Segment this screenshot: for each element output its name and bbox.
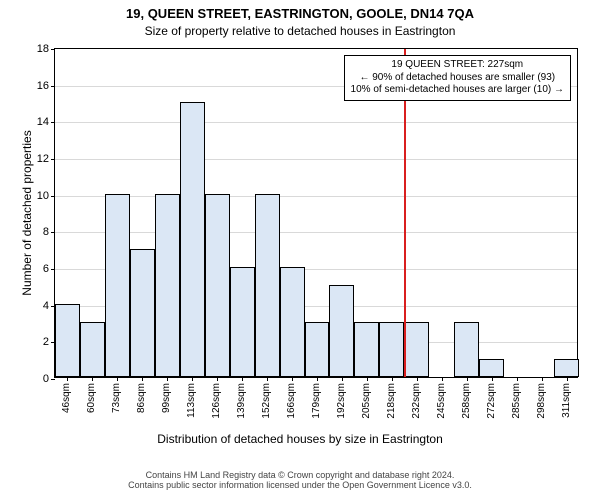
gridline-h	[55, 196, 577, 197]
x-tick-label: 192sqm	[336, 347, 347, 383]
y-tick-label: 2	[43, 336, 55, 348]
x-tick-label: 99sqm	[161, 353, 172, 383]
gridline-h	[55, 232, 577, 233]
x-tick-label: 126sqm	[211, 347, 222, 383]
y-tick-label: 0	[43, 373, 55, 385]
annotation-line: 10% of semi-detached houses are larger (…	[351, 84, 564, 97]
bar	[105, 194, 130, 377]
y-axis-label: Number of detached properties	[20, 48, 34, 378]
chart-subtitle: Size of property relative to detached ho…	[0, 24, 600, 38]
plot-area: 02468101214161846sqm60sqm73sqm86sqm99sqm…	[54, 48, 578, 378]
x-tick-label: 298sqm	[536, 347, 547, 383]
x-tick-label: 139sqm	[236, 347, 247, 383]
y-tick-label: 6	[43, 263, 55, 275]
bar	[155, 194, 180, 377]
x-tick-label: 73sqm	[111, 353, 122, 383]
x-tick-label: 218sqm	[386, 347, 397, 383]
annotation-line: ← 90% of detached houses are smaller (93…	[351, 72, 564, 85]
y-tick-label: 18	[37, 43, 55, 55]
x-tick-label: 179sqm	[311, 347, 322, 383]
chart-container: { "canvas": { "width": 600, "height": 50…	[0, 0, 600, 500]
gridline-h	[55, 122, 577, 123]
x-tick-label: 46sqm	[61, 353, 72, 383]
y-tick-label: 10	[37, 190, 55, 202]
y-tick-label: 14	[37, 116, 55, 128]
y-tick-label: 12	[37, 153, 55, 165]
y-tick-label: 8	[43, 226, 55, 238]
x-tick-label: 166sqm	[286, 347, 297, 383]
x-tick-label: 205sqm	[361, 347, 372, 383]
x-tick-label: 272sqm	[486, 347, 497, 383]
x-tick-label: 285sqm	[511, 347, 522, 383]
x-axis-label: Distribution of detached houses by size …	[0, 432, 600, 446]
bar	[180, 102, 205, 377]
y-tick-label: 16	[37, 80, 55, 92]
x-tick-label: 311sqm	[561, 348, 572, 383]
chart-title: 19, QUEEN STREET, EASTRINGTON, GOOLE, DN…	[0, 6, 600, 21]
x-tick-label: 232sqm	[411, 347, 422, 383]
annotation-line: 19 QUEEN STREET: 227sqm	[351, 59, 564, 72]
gridline-h	[55, 159, 577, 160]
footer-attribution: Contains HM Land Registry data © Crown c…	[0, 470, 600, 490]
y-tick-label: 4	[43, 300, 55, 312]
footer-line: Contains HM Land Registry data © Crown c…	[0, 470, 600, 480]
x-tick-label: 60sqm	[86, 353, 97, 383]
x-tick-label: 86sqm	[136, 353, 147, 383]
footer-line: Contains public sector information licen…	[0, 480, 600, 490]
annotation-box: 19 QUEEN STREET: 227sqm← 90% of detached…	[344, 55, 571, 101]
x-tick-label: 113sqm	[186, 348, 197, 383]
x-tick-label: 245sqm	[436, 347, 447, 383]
x-tick-label: 152sqm	[261, 347, 272, 383]
x-tick-label: 258sqm	[461, 347, 472, 383]
